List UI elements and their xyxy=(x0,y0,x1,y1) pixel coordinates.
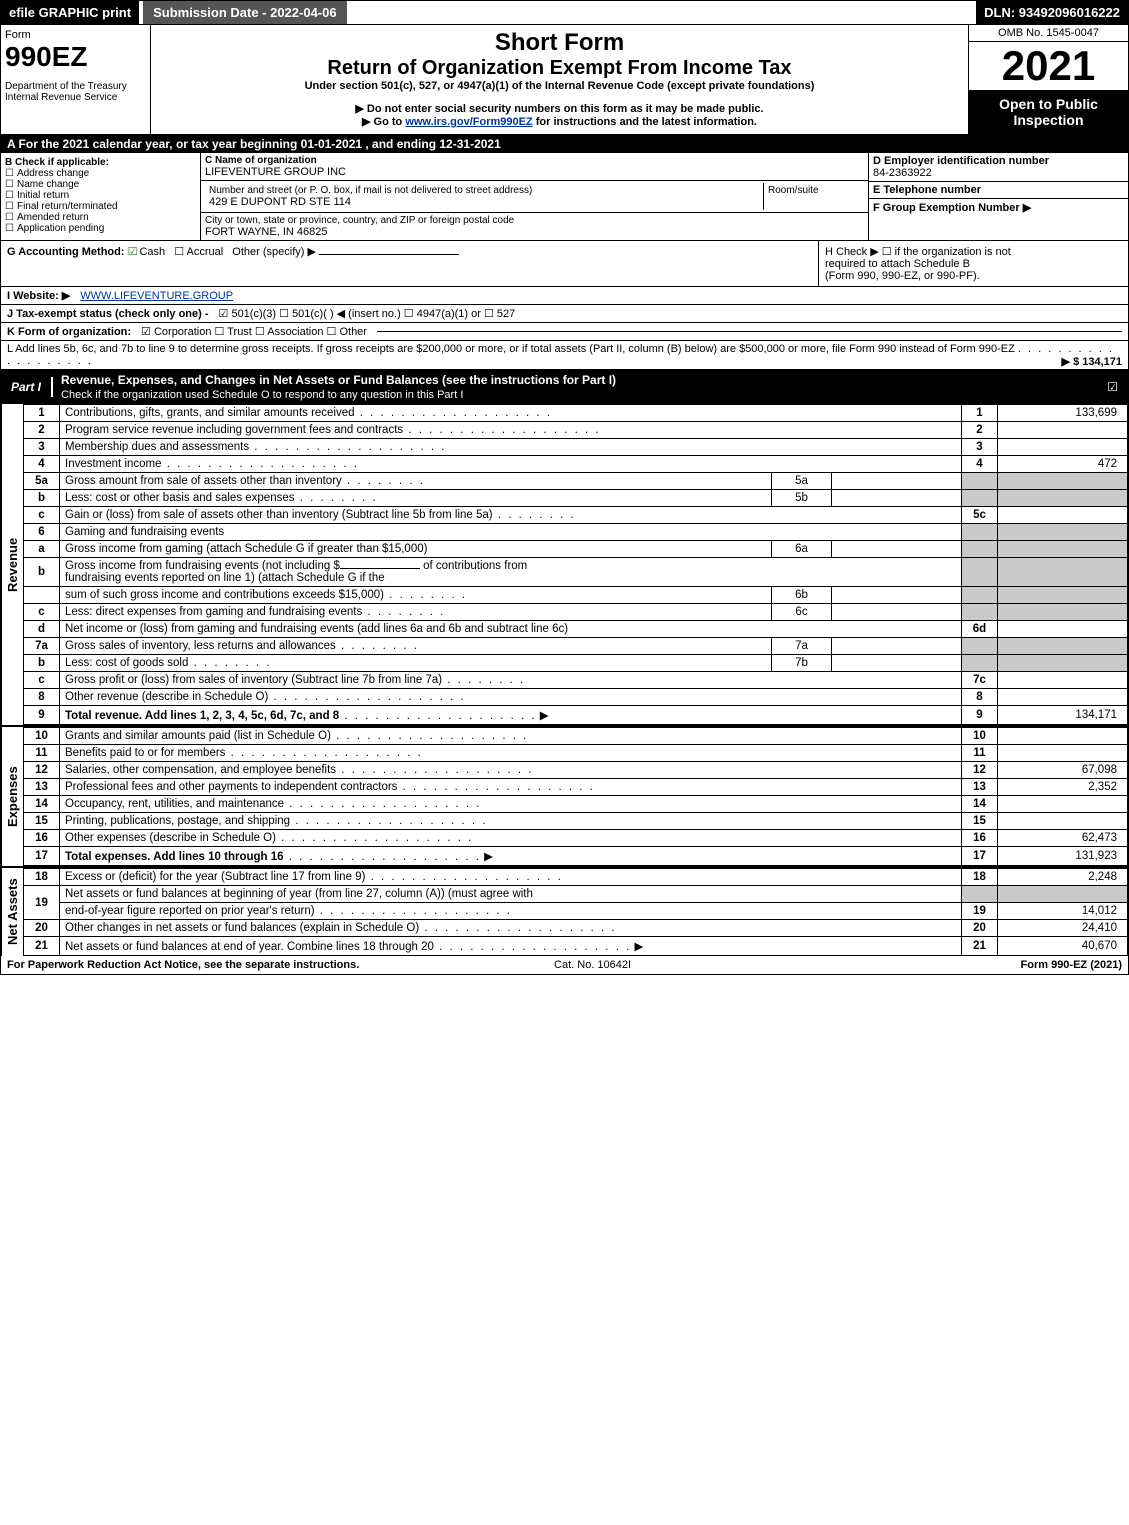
b-title: B Check if applicable: xyxy=(5,157,196,168)
form-label: Form xyxy=(5,29,146,41)
revenue-table: 1Contributions, gifts, grants, and simil… xyxy=(23,404,1128,725)
c-city-label: City or town, state or province, country… xyxy=(205,215,864,226)
expenses-table: 10Grants and similar amounts paid (list … xyxy=(23,727,1128,866)
c-name-label: C Name of organization xyxy=(205,155,864,166)
c-room-label: Room/suite xyxy=(768,185,860,196)
j-label: J Tax-exempt status (check only one) - xyxy=(7,308,209,320)
chk-other[interactable]: Other (specify) ▶ xyxy=(232,246,316,258)
section-b-through-f: B Check if applicable: Address change Na… xyxy=(1,153,1128,241)
expenses-section: Expenses 10Grants and similar amounts pa… xyxy=(1,725,1128,866)
row-j: J Tax-exempt status (check only one) - ☑… xyxy=(1,305,1128,323)
instruction-ssn: ▶ Do not enter social security numbers o… xyxy=(159,102,960,115)
part-i-title: Revenue, Expenses, and Changes in Net As… xyxy=(53,370,1107,404)
instr2-prefix: ▶ Go to xyxy=(362,116,405,128)
c-name-block: C Name of organization LIFEVENTURE GROUP… xyxy=(201,153,868,181)
e-block: E Telephone number xyxy=(869,182,1128,199)
org-street: 429 E DUPONT RD STE 114 xyxy=(209,196,759,208)
page-footer: For Paperwork Reduction Act Notice, see … xyxy=(1,956,1128,974)
row-l: L Add lines 5b, 6c, and 7b to line 9 to … xyxy=(1,341,1128,370)
irs-link[interactable]: www.irs.gov/Form990EZ xyxy=(405,116,532,128)
subtitle: Under section 501(c), 527, or 4947(a)(1)… xyxy=(159,80,960,92)
netassets-vlabel: Net Assets xyxy=(1,868,23,956)
chk-address-change[interactable]: Address change xyxy=(5,168,196,179)
org-name: LIFEVENTURE GROUP INC xyxy=(205,166,864,178)
part-i-bar: Part I Revenue, Expenses, and Changes in… xyxy=(1,370,1128,404)
row-g-h: G Accounting Method: Cash ☐ Accrual Othe… xyxy=(1,241,1128,287)
chk-name-change[interactable]: Name change xyxy=(5,179,196,190)
header-mid: Short Form Return of Organization Exempt… xyxy=(151,25,968,134)
l-value: ▶ $ 134,171 xyxy=(1062,355,1122,368)
footer-right: Form 990-EZ (2021) xyxy=(1021,959,1122,971)
col-c: C Name of organization LIFEVENTURE GROUP… xyxy=(201,153,868,240)
org-city: FORT WAYNE, IN 46825 xyxy=(205,226,864,238)
e-label: E Telephone number xyxy=(873,184,1124,196)
expenses-vlabel: Expenses xyxy=(1,727,23,866)
revenue-section: Revenue 1Contributions, gifts, grants, a… xyxy=(1,404,1128,725)
part-i-label: Part I xyxy=(1,377,53,397)
efile-label: efile GRAPHIC print xyxy=(1,1,139,24)
f-block: F Group Exemption Number ▶ xyxy=(869,199,1128,216)
netassets-section: Net Assets 18Excess or (deficit) for the… xyxy=(1,866,1128,956)
part-i-tick: ☑ xyxy=(1107,380,1128,394)
chk-cash[interactable]: Cash xyxy=(128,246,166,258)
h-block: H Check ▶ ☐ if the organization is not r… xyxy=(818,241,1128,287)
h-text1: H Check ▶ ☐ if the organization is not xyxy=(825,245,1122,258)
c-city-block: City or town, state or province, country… xyxy=(201,213,868,240)
netassets-table: 18Excess or (deficit) for the year (Subt… xyxy=(23,868,1128,956)
g-block: G Accounting Method: Cash ☐ Accrual Othe… xyxy=(1,241,818,287)
c-street-block: Number and street (or P. O. box, if mail… xyxy=(201,181,868,213)
revenue-vlabel: Revenue xyxy=(1,404,23,725)
top-bar: efile GRAPHIC print Submission Date - 20… xyxy=(1,1,1128,25)
d-label: D Employer identification number xyxy=(873,155,1124,167)
row-a: A For the 2021 calendar year, or tax yea… xyxy=(1,135,1128,153)
h-text2: required to attach Schedule B xyxy=(825,258,1122,270)
f-label: F Group Exemption Number ▶ xyxy=(873,201,1124,214)
k-options: ☑ Corporation ☐ Trust ☐ Association ☐ Ot… xyxy=(141,325,367,338)
chk-application-pending[interactable]: Application pending xyxy=(5,223,196,234)
k-label: K Form of organization: xyxy=(7,326,131,338)
row-i: I Website: ▶ WWW.LIFEVENTURE.GROUP xyxy=(1,287,1128,305)
instruction-goto: ▶ Go to www.irs.gov/Form990EZ for instru… xyxy=(159,115,960,128)
website-link[interactable]: WWW.LIFEVENTURE.GROUP xyxy=(80,290,233,302)
col-b: B Check if applicable: Address change Na… xyxy=(1,153,201,240)
form-number: 990EZ xyxy=(5,41,146,73)
open-public-box: Open to Public Inspection xyxy=(969,90,1128,134)
title-short-form: Short Form xyxy=(159,29,960,57)
g-label: G Accounting Method: xyxy=(7,246,125,258)
header-right: OMB No. 1545-0047 2021 Open to Public In… xyxy=(968,25,1128,134)
d-ein: 84-2363922 xyxy=(873,167,1124,179)
j-options: ☑ 501(c)(3) ☐ 501(c)( ) ◀ (insert no.) ☐… xyxy=(219,307,516,320)
h-text3: (Form 990, 990-EZ, or 990-PF). xyxy=(825,270,1122,282)
footer-left: For Paperwork Reduction Act Notice, see … xyxy=(7,959,359,971)
title-return: Return of Organization Exempt From Incom… xyxy=(159,57,960,80)
submission-date: Submission Date - 2022-04-06 xyxy=(143,1,347,24)
chk-accrual[interactable]: ☐ Accrual xyxy=(174,246,223,258)
i-label: I Website: ▶ xyxy=(7,289,70,302)
omb-number: OMB No. 1545-0047 xyxy=(969,25,1128,42)
footer-center: Cat. No. 10642I xyxy=(554,959,631,971)
chk-initial-return[interactable]: Initial return xyxy=(5,190,196,201)
c-street-label: Number and street (or P. O. box, if mail… xyxy=(209,185,759,196)
row-k: K Form of organization: ☑ Corporation ☐ … xyxy=(1,323,1128,341)
form-page: efile GRAPHIC print Submission Date - 20… xyxy=(0,0,1129,975)
dln-label: DLN: 93492096016222 xyxy=(976,1,1128,24)
tax-year: 2021 xyxy=(969,42,1128,90)
header-left: Form 990EZ Department of the Treasury In… xyxy=(1,25,151,134)
instr2-suffix: for instructions and the latest informat… xyxy=(533,116,757,128)
chk-amended-return[interactable]: Amended return xyxy=(5,212,196,223)
form-header: Form 990EZ Department of the Treasury In… xyxy=(1,25,1128,135)
col-d-e-f: D Employer identification number 84-2363… xyxy=(868,153,1128,240)
l-text: L Add lines 5b, 6c, and 7b to line 9 to … xyxy=(7,343,1015,355)
chk-final-return[interactable]: Final return/terminated xyxy=(5,201,196,212)
department-label: Department of the Treasury Internal Reve… xyxy=(5,81,146,103)
d-block: D Employer identification number 84-2363… xyxy=(869,153,1128,182)
